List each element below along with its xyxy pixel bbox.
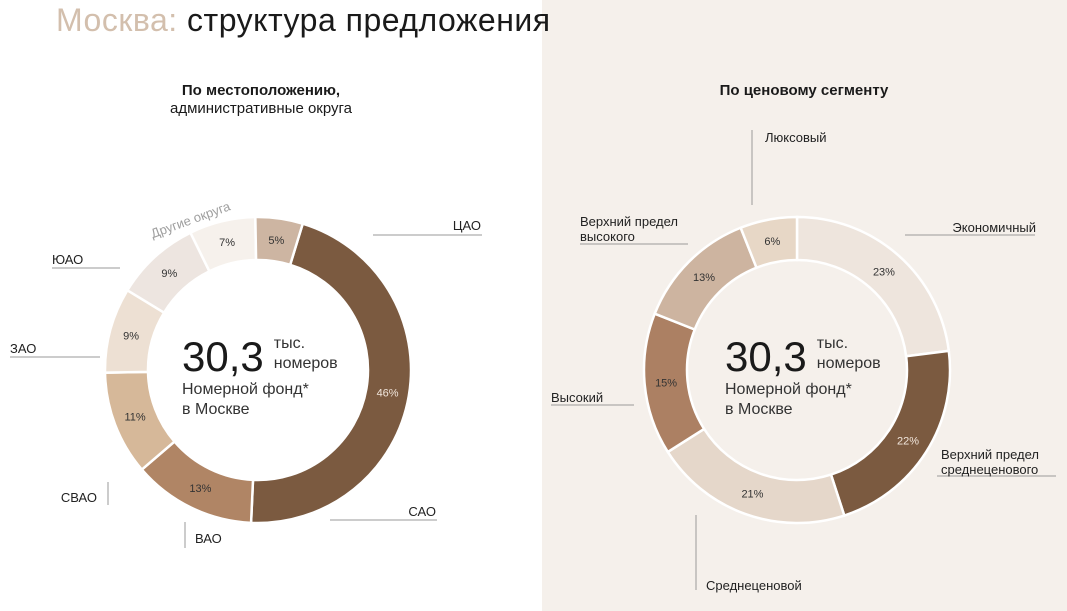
chart2-slice-2-value-label: 22%: [897, 435, 919, 447]
left-unit-line1: тыс.: [273, 335, 306, 352]
chart1-slice-4-category-label: СВАО: [61, 490, 97, 505]
chart2-slice-4-value-label: 15%: [655, 377, 677, 389]
chart1-slice-7-value-label: 5%: [268, 235, 284, 247]
chart2-slice-2-category-label: Верхний предел среднеценового: [941, 447, 1039, 477]
title-city: Москва:: [56, 2, 178, 38]
chart1-slice-1-value-label: 46%: [377, 387, 399, 399]
chart1-slice-5-value-label: 9%: [161, 268, 177, 280]
left-total-value: 30,3: [182, 333, 264, 380]
donut-chart-2: 23% Экономичный 22% Верхний предел среднецен…: [551, 130, 1056, 593]
chart2-slice-6: [739, 215, 799, 270]
right-chart-title-line1: По ценовому сегменту: [719, 82, 889, 99]
chart1-slice-3-category-label: ВАО: [195, 531, 222, 546]
chart2-slice-5-category-label: Верхний предел высокого: [580, 214, 678, 244]
right-total-value: 30,3: [725, 333, 807, 380]
right-fund-line1: Номерной фонд*: [725, 381, 852, 398]
donut-chart-1: 46%ЦАО13%САО11%ВАО9%СВАО9%ЗАО7%ЮАО5%Друг…: [10, 198, 482, 548]
chart1-slice-5-category-label: ЗАО: [10, 341, 36, 356]
left-fund-line2: в Москве: [182, 401, 250, 418]
chart1-slice-3-value-label: 11%: [124, 412, 145, 424]
page-title: Москва: структура предложения: [56, 2, 551, 39]
right-chart-title: По ценовому сегменту: [654, 82, 954, 100]
right-center-block: 30,3 тыс. номеров Номерной фонд* в Москв…: [725, 333, 925, 420]
chart1-slice-6-value-label: 7%: [219, 237, 235, 249]
chart1-slice-7: [254, 215, 305, 267]
left-fund-line1: Номерной фонд*: [182, 381, 309, 398]
chart2-slice-3-value-label: 21%: [741, 489, 763, 501]
chart2-slice-3-category-label: Среднеценовой: [706, 578, 802, 593]
chart1-slice-1-category-label: ЦАО: [453, 218, 481, 233]
left-chart-title-line1: По местоположению,: [181, 82, 341, 99]
chart1-slice-4-value-label: 9%: [123, 331, 139, 343]
chart2-slice-6-value-label: 6%: [764, 236, 780, 248]
chart1-slice-6-category-label: ЮАО: [52, 252, 83, 267]
chart2-slice-1-value-label: 23%: [873, 266, 895, 278]
chart2-slice-5-value-label: 13%: [693, 272, 715, 284]
chart2-slice-1-category-label: Экономичный: [952, 220, 1036, 235]
right-unit-line2: номеров: [816, 355, 881, 372]
title-main: структура предложения: [187, 2, 551, 38]
chart1-slice-2-value-label: 13%: [189, 483, 211, 495]
chart2-slice-6-category-label: Люксовый: [765, 130, 827, 145]
left-unit-line2: номеров: [273, 355, 338, 372]
left-center-block: 30,3 тыс. номеров Номерной фонд* в Москв…: [182, 333, 382, 420]
chart1-slice-1: [249, 222, 413, 525]
chart1-slice-2-category-label: САО: [408, 504, 436, 519]
right-fund-line2: в Москве: [725, 401, 793, 418]
chart2-slice-4-category-label: Высокий: [551, 390, 603, 405]
chart2-slice-3: [666, 427, 846, 525]
left-chart-title-line2: административные округа: [169, 100, 353, 117]
left-chart-title: По местоположению, административные окру…: [106, 82, 416, 118]
right-unit-line1: тыс.: [816, 335, 849, 352]
